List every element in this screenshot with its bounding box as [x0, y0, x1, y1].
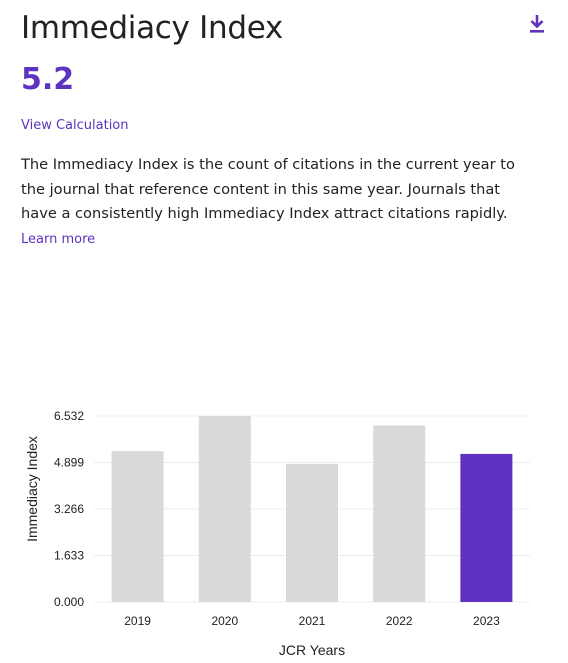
bar-2019[interactable]: [111, 451, 164, 602]
x-tick-label: 2023: [473, 614, 500, 628]
y-tick-label: 3.266: [54, 502, 84, 516]
metric-value: 5.2: [21, 62, 75, 97]
bar-2021[interactable]: [286, 463, 338, 602]
page-title: Immediacy Index: [21, 10, 283, 46]
y-tick-label: 6.532: [54, 409, 84, 423]
bar-2023[interactable]: [460, 453, 513, 602]
description-body: The Immediacy Index is the count of cita…: [21, 156, 515, 222]
x-axis-label: JCR Years: [279, 642, 345, 658]
y-axis-ticks: 0.000 1.633 3.266 4.899 6.532: [54, 409, 84, 609]
x-tick-label: 2019: [124, 614, 151, 628]
bar-2020[interactable]: [198, 416, 251, 602]
description-text: The Immediacy Index is the count of cita…: [21, 153, 536, 252]
learn-more-link[interactable]: Learn more: [21, 231, 96, 247]
y-tick-label: 4.899: [54, 456, 84, 470]
y-tick-label: 1.633: [54, 549, 84, 563]
chart-bars: [111, 416, 513, 602]
y-axis-label: Immediacy Index: [24, 436, 40, 542]
x-tick-label: 2022: [386, 614, 413, 628]
x-tick-label: 2020: [211, 614, 238, 628]
view-calculation-link[interactable]: View Calculation: [21, 118, 129, 133]
x-tick-label: 2021: [299, 614, 326, 628]
download-icon[interactable]: [527, 14, 547, 34]
bar-2022[interactable]: [373, 425, 426, 602]
x-axis-ticks: 2019 2020 2021 2022 2023: [124, 614, 500, 628]
y-tick-label: 0.000: [54, 595, 84, 609]
